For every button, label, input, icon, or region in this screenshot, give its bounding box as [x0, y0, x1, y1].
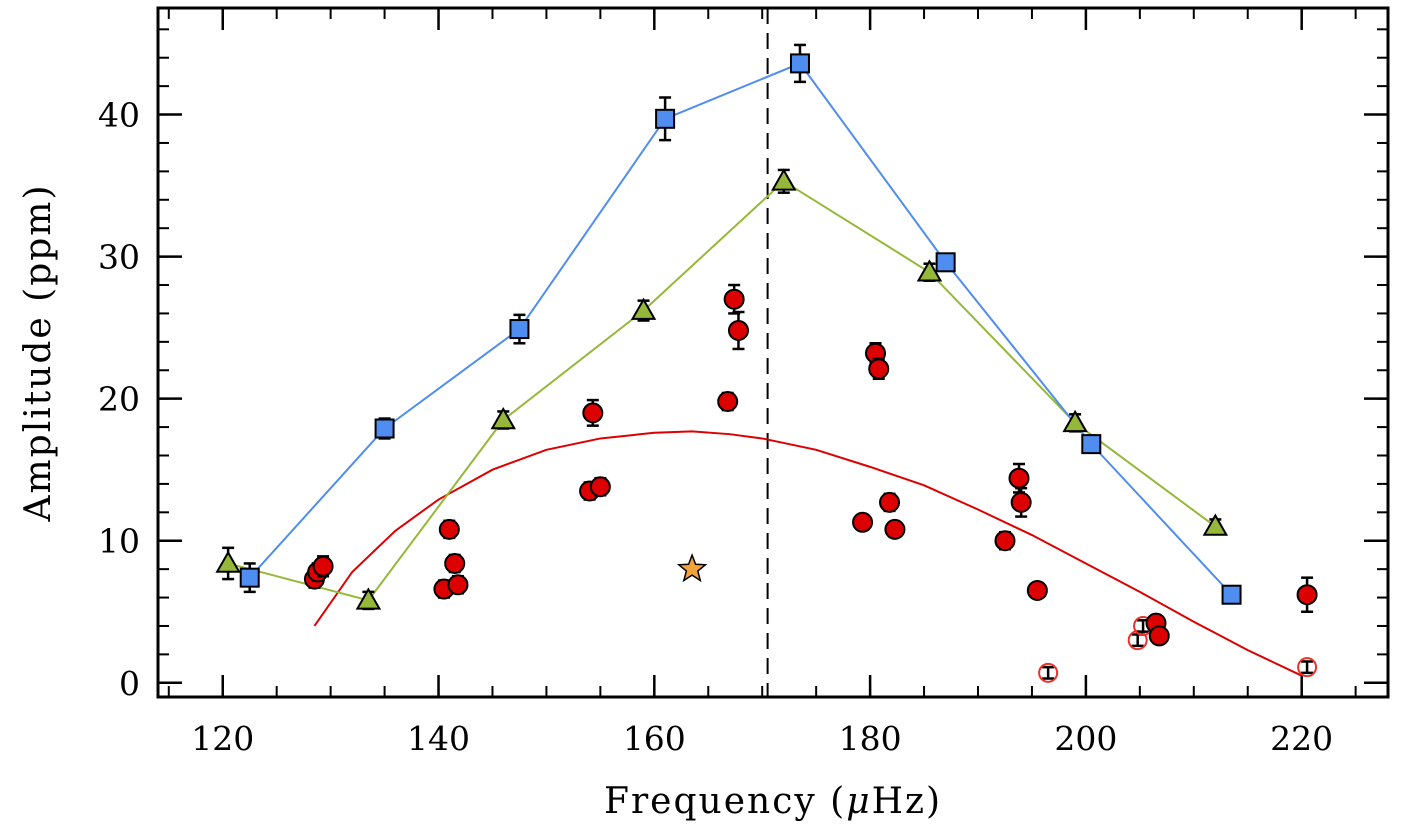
triangle-point [355, 587, 382, 610]
circle-point [1148, 625, 1170, 647]
circle-point [1010, 491, 1032, 513]
y-tick-label: 40 [98, 96, 140, 135]
x-tick-label: 220 [1270, 719, 1333, 758]
y-axis-label: Amplitude (ppm) [18, 184, 59, 523]
circle-point [444, 552, 466, 574]
square-series-line [248, 62, 1233, 596]
plot-frame [156, 6, 1390, 699]
x-tick-label: 200 [1054, 719, 1117, 758]
circle-point [884, 518, 906, 540]
circle-point [1008, 467, 1030, 489]
circle-point [589, 476, 611, 498]
x-tick-label: 160 [623, 719, 686, 758]
y-tick-label: 0 [119, 664, 140, 703]
square-point [935, 252, 956, 273]
data-markers [215, 43, 1318, 683]
y-tick-label: 10 [98, 522, 140, 561]
circle-point [879, 491, 901, 513]
square-point [1081, 434, 1102, 455]
open-circle-point [1038, 662, 1059, 683]
square-point [239, 567, 260, 588]
square-point [655, 108, 676, 129]
x-tick-label: 140 [407, 719, 470, 758]
square-point [374, 418, 395, 439]
triangle-point [771, 168, 797, 191]
circle-point [727, 319, 749, 341]
circle-point [723, 288, 745, 310]
circle-point [582, 402, 604, 424]
x-tick-label: 120 [191, 719, 254, 758]
triangle-point [215, 550, 241, 573]
circle-point [994, 530, 1016, 552]
open-circle-point [1297, 657, 1318, 678]
circle-point [868, 358, 890, 380]
circle-point [1026, 579, 1048, 601]
circle-point [312, 555, 334, 577]
square-point [1221, 584, 1242, 605]
square-point [509, 319, 530, 340]
triangle-point [630, 297, 657, 320]
x-axis-label: Frequency (μHz) [604, 781, 942, 822]
x-tick-label: 180 [839, 719, 902, 758]
circle-point [438, 518, 460, 540]
triangle-point [490, 406, 516, 430]
fit-curve [313, 430, 1303, 677]
y-tick-label: 20 [98, 380, 140, 419]
star-point [676, 552, 708, 583]
series-lines [227, 8, 1303, 697]
tick-labels: 120 140 160 180 200 220 0 10 20 30 40 [98, 96, 1333, 758]
y-tick-label: 30 [98, 238, 140, 277]
triangle-point [916, 259, 943, 282]
triangle-point [1062, 409, 1088, 433]
circle-point [447, 574, 469, 596]
axis-ticks [158, 8, 1388, 697]
circle-point [852, 511, 874, 533]
triangle-series-line [227, 180, 1216, 602]
square-point [789, 53, 810, 74]
circle-point [717, 391, 739, 413]
triangle-point [1202, 513, 1229, 536]
circle-point [1296, 584, 1318, 606]
